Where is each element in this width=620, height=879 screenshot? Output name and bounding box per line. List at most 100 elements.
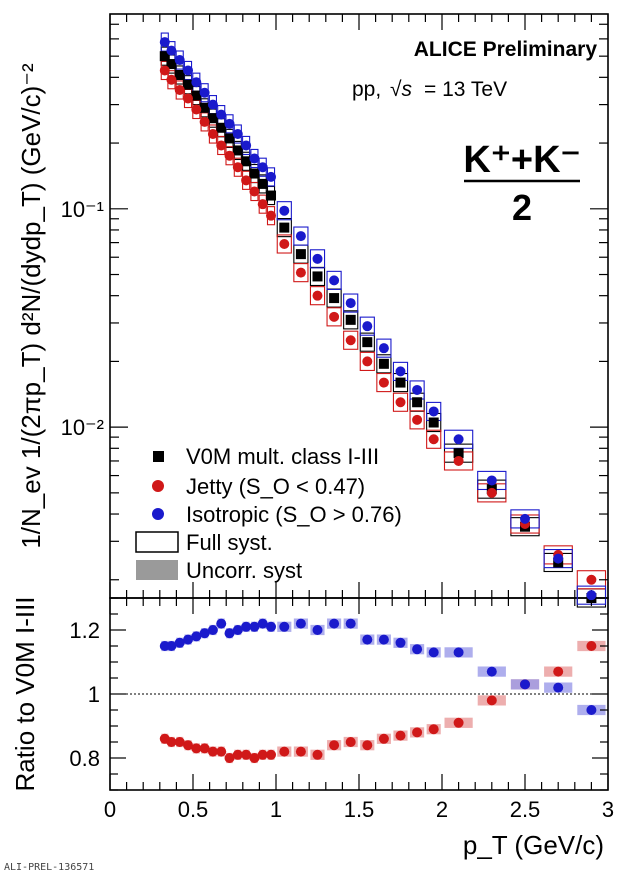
- marker-jetty: [295, 267, 306, 278]
- legend-marker-uncorr: [136, 560, 178, 580]
- marker-v0m: [312, 271, 323, 282]
- preliminary-id-stamp: ALI-PREL-136571: [4, 862, 95, 873]
- marker-v0m: [216, 122, 227, 133]
- ratio-marker-jetty: [241, 749, 252, 760]
- marker-v0m: [266, 190, 277, 201]
- marker-v0m: [224, 133, 235, 144]
- syst-box-jetty: [392, 392, 409, 412]
- marker-jetty: [232, 162, 243, 173]
- spectra-y-tick-label: 10⁻¹: [61, 197, 104, 222]
- marker-v0m: [174, 69, 185, 80]
- ratio-marker-iso: [378, 634, 389, 645]
- marker-iso: [378, 343, 389, 354]
- ratio-marker-jetty: [249, 753, 260, 763]
- syst-box-jetty: [326, 307, 342, 327]
- marker-v0m: [295, 249, 306, 260]
- marker-iso: [412, 384, 423, 395]
- marker-iso: [553, 553, 564, 564]
- marker-jetty: [257, 199, 268, 210]
- particle-label: K⁺+K⁻: [463, 139, 580, 181]
- ratio-marker-jetty: [362, 740, 373, 751]
- marker-jetty: [453, 455, 464, 466]
- marker-v0m: [207, 113, 218, 124]
- ratio-marker-iso: [224, 628, 235, 639]
- syst-box-v0m: [376, 354, 392, 374]
- legend-label-iso: Isotropic (S_O > 0.76): [186, 502, 402, 527]
- ratio-marker-iso: [257, 618, 268, 629]
- marker-jetty: [207, 129, 218, 140]
- legend-marker-v0m: [153, 451, 164, 462]
- syst-box-iso: [326, 270, 342, 290]
- ratio-marker-jetty: [191, 743, 202, 754]
- ratio-marker-jetty: [412, 727, 423, 738]
- marker-v0m: [395, 377, 406, 388]
- ratio-marker-iso: [183, 634, 194, 645]
- marker-jetty: [199, 116, 210, 127]
- syst-box-jetty: [376, 372, 392, 393]
- ratio-marker-jetty: [378, 733, 389, 744]
- marker-jetty: [159, 65, 170, 76]
- x-tick-label: 2.5: [510, 797, 541, 822]
- ratio-marker-jetty: [345, 737, 356, 747]
- marker-jetty: [486, 487, 497, 498]
- marker-iso: [362, 321, 373, 332]
- syst-box-iso: [376, 338, 392, 358]
- ratio-marker-iso: [520, 679, 530, 690]
- ratio-marker-iso: [362, 634, 373, 645]
- experiment-label: ALICE Preliminary: [414, 38, 598, 61]
- marker-iso: [279, 205, 290, 216]
- ratio-marker-jetty: [428, 724, 439, 735]
- particle-denominator: 2: [512, 187, 532, 228]
- marker-jetty: [266, 210, 277, 221]
- legend-label-jetty: Jetty (S_O < 0.47): [186, 474, 365, 499]
- marker-jetty: [586, 574, 597, 585]
- ratio-marker-iso: [191, 631, 202, 642]
- ratio-marker-jetty: [183, 740, 194, 751]
- ratio-marker-iso: [249, 621, 260, 632]
- legend-label-uncorr: Uncorr. syst: [186, 558, 302, 583]
- x-tick-label: 1: [270, 797, 282, 822]
- marker-v0m: [232, 145, 243, 156]
- x-tick-label: 3: [602, 797, 614, 822]
- ratio-marker-jetty: [453, 717, 464, 728]
- marker-jetty: [249, 186, 260, 197]
- syst-box-jetty: [359, 351, 375, 371]
- syst-box-jetty: [426, 429, 442, 449]
- marker-iso: [295, 231, 306, 242]
- marker-jetty: [279, 238, 290, 249]
- marker-jetty: [312, 290, 323, 301]
- marker-jetty: [174, 84, 185, 95]
- syst-box-iso: [276, 201, 292, 221]
- spectra-y-tick-label: 10⁻²: [61, 415, 104, 440]
- legend-label-v0m: V0M mult. class I-III: [186, 444, 379, 469]
- x-tick-label: 0: [104, 797, 116, 822]
- syst-box-jetty: [276, 234, 292, 254]
- ratio-marker-jetty: [216, 746, 227, 757]
- marker-jetty: [191, 104, 202, 115]
- marker-iso: [166, 45, 177, 56]
- marker-iso: [266, 171, 277, 182]
- ratio-marker-jetty: [295, 746, 306, 757]
- marker-v0m: [183, 79, 194, 90]
- ratio-marker-iso: [232, 625, 243, 635]
- ratio-y-tick-label: 0.8: [69, 746, 100, 771]
- syst-box-v0m: [359, 332, 375, 352]
- marker-iso: [486, 475, 497, 486]
- syst-box-iso: [343, 293, 359, 313]
- syst-box-iso: [543, 549, 573, 569]
- syst-box-jetty: [343, 330, 359, 350]
- marker-iso: [232, 129, 243, 140]
- marker-v0m: [279, 222, 290, 233]
- ratio-marker-iso: [453, 647, 464, 658]
- ratio-marker-jetty: [486, 695, 497, 706]
- syst-box-jetty: [409, 410, 425, 430]
- marker-v0m: [191, 90, 202, 101]
- syst-box-jetty: [309, 286, 326, 306]
- marker-jetty: [216, 140, 227, 151]
- ratio-y-axis-title: Ratio to V0M I-III: [10, 596, 40, 791]
- ratio-marker-iso: [428, 647, 439, 658]
- ratio-marker-jetty: [199, 743, 210, 754]
- marker-iso: [224, 118, 235, 129]
- ratio-marker-iso: [345, 618, 356, 629]
- marker-jetty: [428, 434, 439, 445]
